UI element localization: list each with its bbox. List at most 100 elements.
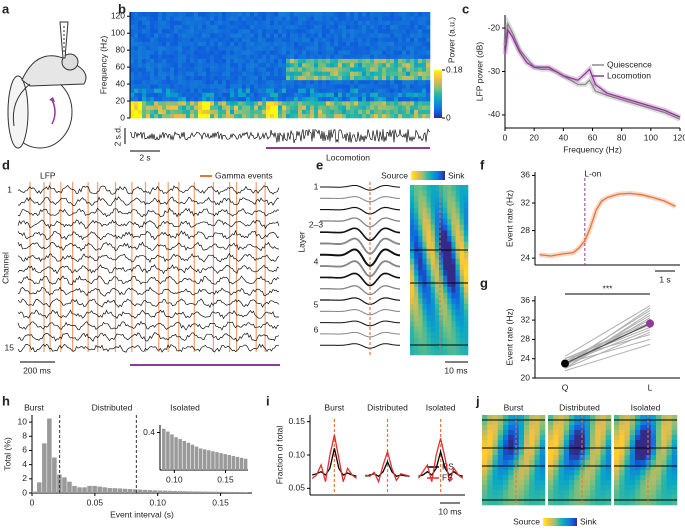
csd-cell bbox=[426, 326, 432, 333]
spectrogram-cell bbox=[330, 58, 335, 64]
spectrogram-cell bbox=[206, 24, 211, 30]
spectrogram-cell bbox=[366, 37, 371, 42]
csd-cell bbox=[451, 332, 456, 339]
spectrogram-cell bbox=[262, 92, 267, 98]
csd-cell bbox=[414, 236, 419, 242]
spectrogram-cell bbox=[418, 113, 423, 119]
csd-cell bbox=[656, 485, 662, 491]
csd-cell bbox=[548, 440, 554, 446]
csd-cell bbox=[434, 298, 440, 305]
group-title: Distributed bbox=[367, 402, 408, 412]
spectrogram-cell bbox=[326, 88, 331, 93]
spectrogram-cell bbox=[130, 54, 135, 59]
csd-cell bbox=[508, 415, 514, 421]
spectrogram-cell bbox=[202, 54, 207, 59]
csd-cell bbox=[650, 470, 657, 476]
spectrogram-cell bbox=[194, 79, 199, 85]
spectrogram-cell bbox=[418, 67, 423, 72]
spectrogram-cell bbox=[322, 84, 327, 89]
spectrogram-cell bbox=[298, 79, 303, 85]
spectrogram-cell bbox=[158, 12, 163, 17]
spectrogram-cell bbox=[362, 71, 367, 76]
spectrogram-cell bbox=[378, 105, 383, 110]
csd-cell bbox=[439, 219, 444, 225]
spectrogram-cell bbox=[222, 88, 227, 93]
spectrogram-cell bbox=[230, 54, 235, 59]
spectrogram-cell bbox=[334, 84, 339, 89]
spectrogram-cell bbox=[170, 96, 175, 102]
spectrogram-cell bbox=[238, 62, 243, 68]
csd-cell bbox=[418, 292, 423, 299]
y-tick-label: 36 bbox=[521, 170, 531, 180]
spectrogram-cell bbox=[130, 37, 135, 42]
spectrogram-cell bbox=[374, 96, 379, 102]
spectrogram-cell bbox=[178, 67, 183, 72]
spectrogram-cell bbox=[242, 28, 247, 34]
spectrogram-cell bbox=[294, 28, 299, 34]
channel-trace bbox=[17, 309, 280, 320]
spectrogram-cell bbox=[274, 96, 279, 102]
spectrogram-cell bbox=[426, 105, 431, 110]
csd-cell bbox=[414, 224, 419, 231]
spectrogram-cell bbox=[178, 75, 183, 81]
spectrogram-cell bbox=[370, 33, 375, 38]
spectrogram-cell bbox=[146, 37, 151, 42]
csd-cell bbox=[459, 281, 465, 288]
csd-cell bbox=[451, 264, 456, 271]
spectrogram-cell bbox=[158, 67, 163, 72]
spectrogram-cell bbox=[350, 71, 355, 76]
spectrogram-cell bbox=[134, 67, 139, 72]
legend-label: FS bbox=[442, 472, 453, 482]
spectrogram-cell bbox=[334, 67, 339, 72]
spectrogram-cell bbox=[138, 79, 143, 85]
spectrogram-cell bbox=[326, 105, 331, 110]
spectrogram-cell bbox=[226, 58, 231, 64]
csd-cell bbox=[439, 343, 444, 350]
csd-cell bbox=[539, 415, 546, 421]
spectrogram-cell bbox=[234, 41, 239, 47]
spectrogram-cell bbox=[226, 79, 231, 85]
spectrogram-cell bbox=[298, 45, 303, 51]
spectrogram-cell bbox=[274, 54, 279, 59]
spectrogram-cell bbox=[390, 20, 395, 26]
spectrogram-cell bbox=[298, 84, 303, 89]
spectrogram-cell bbox=[386, 75, 391, 81]
csd-cell bbox=[619, 480, 625, 486]
spectrogram-cell bbox=[330, 37, 335, 42]
csd-cell bbox=[661, 460, 667, 466]
bar bbox=[192, 491, 198, 493]
spectrogram-cell bbox=[334, 109, 339, 115]
spectrogram-cell bbox=[222, 113, 227, 119]
spectrogram-cell bbox=[278, 50, 283, 55]
spectrogram-cell bbox=[234, 109, 239, 115]
spectrogram-cell bbox=[386, 92, 391, 98]
spectrogram-cell bbox=[282, 88, 287, 93]
spectrogram-cell bbox=[134, 84, 139, 89]
csd-cell bbox=[463, 207, 469, 214]
spectrogram-cell bbox=[222, 24, 227, 30]
mouse-tail bbox=[12, 83, 31, 127]
spectrogram-cell bbox=[382, 58, 387, 64]
spectrogram-cell bbox=[178, 37, 183, 42]
csd-cell bbox=[600, 460, 607, 466]
spectrogram-cell bbox=[190, 67, 195, 72]
colorbar-tick-label: 0 bbox=[446, 112, 451, 122]
spectrogram-cell bbox=[254, 88, 259, 93]
spectrogram-cell bbox=[314, 84, 319, 89]
spectrogram-cell bbox=[410, 101, 415, 106]
csd-cell bbox=[624, 500, 631, 506]
spectrogram-cell bbox=[334, 58, 339, 64]
spectrogram-cell bbox=[306, 50, 311, 55]
csd-cell bbox=[650, 450, 657, 456]
spectrogram-cell bbox=[326, 28, 331, 34]
csd-cell bbox=[430, 185, 436, 191]
spectrogram-cell bbox=[346, 20, 351, 26]
csd-cell bbox=[640, 420, 646, 426]
csd-cell bbox=[434, 332, 440, 339]
csd-cell bbox=[640, 465, 646, 471]
spectrogram-cell bbox=[182, 88, 187, 93]
spectrogram-cell bbox=[138, 12, 143, 17]
inset-bar bbox=[178, 439, 182, 470]
spectrogram-cell bbox=[262, 62, 267, 68]
csd-cell bbox=[584, 470, 591, 476]
